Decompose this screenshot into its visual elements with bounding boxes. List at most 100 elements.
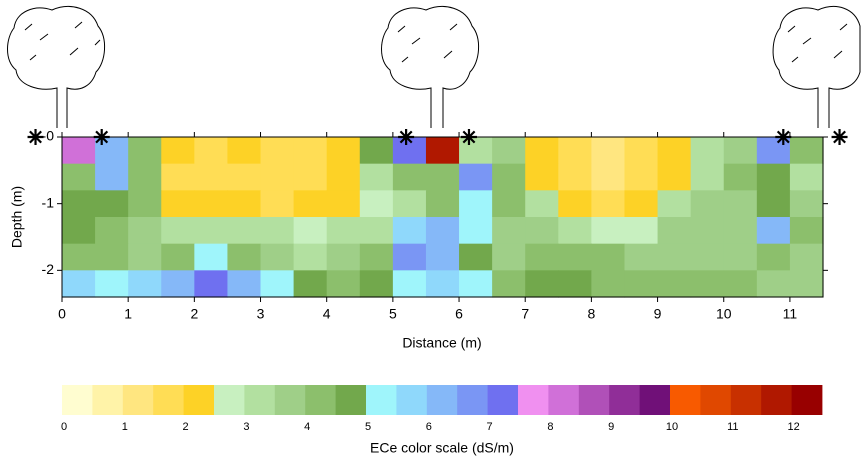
- contour-cell: [227, 164, 261, 191]
- contour-cell: [161, 190, 195, 217]
- y-tick-label: -1: [42, 194, 55, 210]
- x-tick-label: 6: [455, 306, 463, 322]
- contour-cell: [360, 190, 394, 217]
- contour-cell: [261, 137, 295, 164]
- contour-cell: [128, 164, 162, 191]
- contour-cell: [360, 164, 394, 191]
- contour-cell: [790, 164, 824, 191]
- contour-cell: [327, 164, 361, 191]
- x-axis-label: Distance (m): [402, 335, 481, 351]
- contour-cell: [492, 137, 526, 164]
- contour-cell: [724, 190, 758, 217]
- contour-cell: [161, 137, 195, 164]
- colorbar-swatch: [366, 385, 397, 415]
- contour-cell: [261, 270, 295, 297]
- colorbar-swatch: [609, 385, 640, 415]
- contour-cell: [294, 137, 328, 164]
- electrode-marker: [461, 129, 477, 145]
- contour-cell: [658, 137, 692, 164]
- colorbar-tick-label: 0: [61, 421, 67, 433]
- contour-cell: [624, 137, 658, 164]
- x-tick-label: 0: [58, 306, 66, 322]
- colorbar-tick-label: 8: [547, 421, 553, 433]
- colorbar-tick-label: 10: [666, 421, 678, 433]
- tree: [773, 7, 860, 128]
- contour-cell: [558, 270, 592, 297]
- contour-cell: [591, 270, 625, 297]
- x-tick-label: 8: [587, 306, 595, 322]
- contour-cell: [691, 217, 725, 244]
- colorbar-swatch: [457, 385, 488, 415]
- colorbar-tick-label: 2: [183, 421, 189, 433]
- contour-cell: [227, 137, 261, 164]
- colorbar-swatch: [244, 385, 275, 415]
- colorbar-tick-label: 6: [426, 421, 432, 433]
- contour-cell: [525, 217, 559, 244]
- contour-cell: [757, 270, 791, 297]
- contour-cell: [360, 137, 394, 164]
- y-tick-label: -2: [42, 261, 55, 277]
- contour-cell: [261, 217, 295, 244]
- contour-cell: [525, 270, 559, 297]
- contour-cell: [658, 244, 692, 271]
- contour-cell: [492, 270, 526, 297]
- electrode-marker: [398, 129, 414, 145]
- contour-cell: [459, 270, 493, 297]
- contour-cell: [294, 190, 328, 217]
- contour-cell: [790, 137, 824, 164]
- colorbar-swatch: [761, 385, 792, 415]
- electrode-marker: [832, 129, 848, 145]
- contour-cell: [757, 190, 791, 217]
- x-tick-label: 2: [190, 306, 198, 322]
- colorbar-swatch: [184, 385, 215, 415]
- contour-cell: [459, 217, 493, 244]
- colorbar-swatch: [700, 385, 731, 415]
- contour-cell: [227, 217, 261, 244]
- contour-cell: [426, 270, 460, 297]
- contour-cell: [128, 244, 162, 271]
- contour-cell: [658, 190, 692, 217]
- contour-cell: [459, 190, 493, 217]
- x-tick-label: 4: [323, 306, 331, 322]
- x-tick-label: 11: [783, 306, 798, 322]
- contour-cell: [492, 217, 526, 244]
- contour-cell: [62, 190, 96, 217]
- x-tick-label: 3: [257, 306, 265, 322]
- contour-cell: [327, 270, 361, 297]
- contour-cell: [393, 164, 427, 191]
- contour-cell: [95, 190, 129, 217]
- contour-cell: [261, 164, 295, 191]
- contour-cell: [261, 244, 295, 271]
- colorbar-swatch: [92, 385, 123, 415]
- contour-cell: [62, 244, 96, 271]
- colorbar-swatch: [396, 385, 427, 415]
- contour-cell: [128, 190, 162, 217]
- contour-cell: [658, 217, 692, 244]
- contour-cell: [459, 244, 493, 271]
- colorbar-swatch: [640, 385, 671, 415]
- contour-cell: [558, 137, 592, 164]
- contour-cell: [790, 244, 824, 271]
- colorbar-tick-label: 11: [727, 421, 738, 433]
- contour-cell: [194, 137, 228, 164]
- colorbar-swatch: [488, 385, 519, 415]
- contour-cell: [128, 137, 162, 164]
- tree: [382, 7, 479, 128]
- contour-cell: [327, 137, 361, 164]
- contour-cell: [161, 217, 195, 244]
- contour-cell: [492, 164, 526, 191]
- trees: [8, 7, 861, 128]
- contour-cell: [691, 244, 725, 271]
- contour-cell: [426, 244, 460, 271]
- colorbar-swatch: [548, 385, 579, 415]
- colorbar-label: ECe color scale (dS/m): [370, 440, 514, 456]
- contour-cell: [227, 270, 261, 297]
- contour-cell: [194, 217, 228, 244]
- electrode-marker: [28, 129, 44, 145]
- contour-cell: [624, 217, 658, 244]
- contour-cell: [757, 244, 791, 271]
- contour-cell: [558, 244, 592, 271]
- colorbar-tick-label: 7: [487, 421, 493, 433]
- contour-cell: [525, 244, 559, 271]
- colorbar-swatch: [792, 385, 823, 415]
